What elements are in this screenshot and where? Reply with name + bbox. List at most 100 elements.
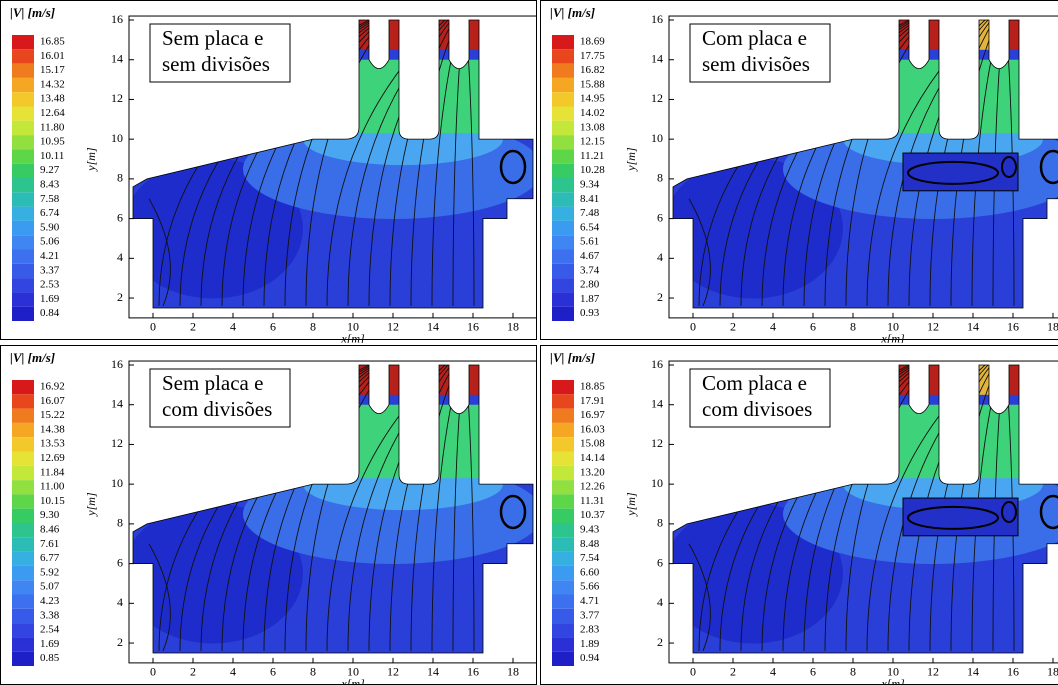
legend-level: 7.48 bbox=[580, 207, 600, 219]
nozzle-inlet bbox=[439, 365, 449, 395]
x-tick-label: 14 bbox=[967, 320, 979, 334]
legend-level: 12.69 bbox=[40, 452, 65, 464]
legend-level: 8.48 bbox=[580, 538, 600, 550]
legend-level: 5.90 bbox=[40, 221, 60, 233]
legend-title: |V| [m/s] bbox=[550, 5, 595, 20]
y-tick-label: 2 bbox=[117, 635, 123, 649]
legend-swatch bbox=[552, 163, 574, 178]
x-axis-label: x[m] bbox=[880, 677, 905, 685]
legend-swatch bbox=[552, 565, 574, 581]
y-tick-label: 6 bbox=[117, 210, 123, 224]
legend-level: 3.77 bbox=[580, 609, 600, 621]
nozzle-inlet bbox=[929, 20, 939, 50]
y-tick-label: 4 bbox=[117, 595, 123, 609]
y-tick-label: 4 bbox=[117, 250, 123, 264]
nozzle-inlet bbox=[899, 20, 909, 50]
legend-level: 5.06 bbox=[40, 236, 60, 248]
legend-level: 17.75 bbox=[580, 50, 605, 62]
legend-level: 10.11 bbox=[40, 150, 64, 162]
streamline bbox=[305, 20, 387, 306]
flow-field bbox=[133, 365, 533, 653]
axes-frame bbox=[668, 15, 1058, 319]
legend-swatch bbox=[12, 263, 34, 279]
y-tick-label: 10 bbox=[111, 131, 123, 145]
panel: |V| [m/s] 16.92 16.07 15.22 14.38 13.53 12.69 1… bbox=[0, 345, 537, 685]
y-axis-label: y[m] bbox=[84, 492, 98, 517]
legend-level: 6.60 bbox=[580, 566, 600, 578]
x-tick-label: 14 bbox=[967, 665, 979, 679]
legend-level: 1.69 bbox=[40, 293, 60, 305]
y-tick-label: 8 bbox=[657, 516, 663, 530]
streamline bbox=[950, 20, 998, 306]
y-tick-label: 14 bbox=[651, 396, 663, 410]
x-tick-label: 8 bbox=[310, 320, 316, 334]
y-tick-label: 4 bbox=[657, 250, 663, 264]
legend-level: 16.07 bbox=[40, 395, 65, 407]
y-tick-label: 14 bbox=[651, 51, 663, 65]
domain-outline bbox=[672, 364, 1058, 654]
y-tick-label: 8 bbox=[117, 171, 123, 185]
y-axis-label: y[m] bbox=[624, 492, 638, 517]
legend-level: 2.83 bbox=[580, 624, 600, 636]
x-tick-label: 4 bbox=[230, 665, 236, 679]
legend-swatch bbox=[552, 278, 574, 293]
legend-level: 15.88 bbox=[580, 78, 605, 90]
legend-level: 14.95 bbox=[580, 93, 605, 105]
y-tick-label: 4 bbox=[657, 595, 663, 609]
x-tick-label: 12 bbox=[927, 320, 939, 334]
legend-swatch bbox=[12, 92, 34, 107]
legend-level: 8.46 bbox=[40, 524, 60, 536]
panel-label: Sem placa e bbox=[162, 371, 263, 395]
x-axis-label: x[m] bbox=[340, 332, 365, 343]
legend-swatch bbox=[552, 35, 574, 50]
legend-level: 2.54 bbox=[40, 624, 60, 636]
legend-level: 1.87 bbox=[580, 293, 600, 305]
legend-level: 13.53 bbox=[40, 438, 65, 450]
x-tick-label: 14 bbox=[427, 665, 439, 679]
legend-swatch bbox=[552, 106, 574, 121]
x-tick-label: 4 bbox=[770, 665, 776, 679]
legend-level: 16.01 bbox=[40, 50, 65, 62]
legend-swatch bbox=[12, 206, 34, 221]
y-tick-label: 2 bbox=[657, 635, 663, 649]
panel-border bbox=[540, 0, 1058, 340]
panel: |V| [m/s] 16.85 16.01 15.17 14.32 13.48 12.64 1… bbox=[0, 0, 537, 343]
legend-level: 18.85 bbox=[580, 381, 605, 393]
legend-swatch bbox=[12, 494, 34, 509]
legend-swatch bbox=[12, 651, 34, 666]
axes-frame bbox=[668, 360, 1058, 664]
legend-swatch bbox=[552, 623, 574, 638]
legend-level: 13.20 bbox=[580, 466, 605, 478]
legend-level: 6.54 bbox=[580, 221, 600, 233]
legend-level: 15.08 bbox=[580, 438, 605, 450]
legend-level: 15.22 bbox=[40, 409, 65, 421]
y-tick-label: 12 bbox=[111, 91, 123, 105]
y-tick-label: 2 bbox=[117, 290, 123, 304]
legend-level: 7.58 bbox=[40, 193, 60, 205]
legend-swatch bbox=[12, 637, 34, 652]
y-tick-label: 2 bbox=[657, 290, 663, 304]
streamline bbox=[410, 365, 458, 651]
legend-level: 5.07 bbox=[40, 581, 60, 593]
label-box bbox=[149, 23, 291, 83]
legend-swatch bbox=[12, 149, 34, 164]
flow-field bbox=[133, 20, 533, 308]
panel: |V| [m/s] 18.69 17.75 16.82 15.88 14.95 14.02 1… bbox=[540, 0, 1058, 343]
legend-swatch bbox=[552, 178, 574, 193]
x-tick-label: 16 bbox=[1007, 665, 1019, 679]
legend-level: 16.97 bbox=[580, 409, 605, 421]
x-tick-label: 18 bbox=[507, 665, 519, 679]
legend-level: 3.74 bbox=[580, 264, 600, 276]
legend-swatch bbox=[552, 263, 574, 279]
legend-level: 16.92 bbox=[40, 381, 65, 393]
y-tick-label: 10 bbox=[111, 476, 123, 490]
nozzle-inlet bbox=[979, 20, 989, 50]
legend-swatch bbox=[12, 451, 34, 466]
streamline bbox=[950, 365, 998, 651]
label-box bbox=[149, 368, 291, 428]
panel-label: Com placa e bbox=[702, 26, 807, 50]
legend-level: 6.77 bbox=[40, 552, 60, 564]
x-tick-label: 8 bbox=[850, 320, 856, 334]
speed-zone bbox=[133, 503, 303, 644]
legend-swatch bbox=[12, 508, 34, 523]
